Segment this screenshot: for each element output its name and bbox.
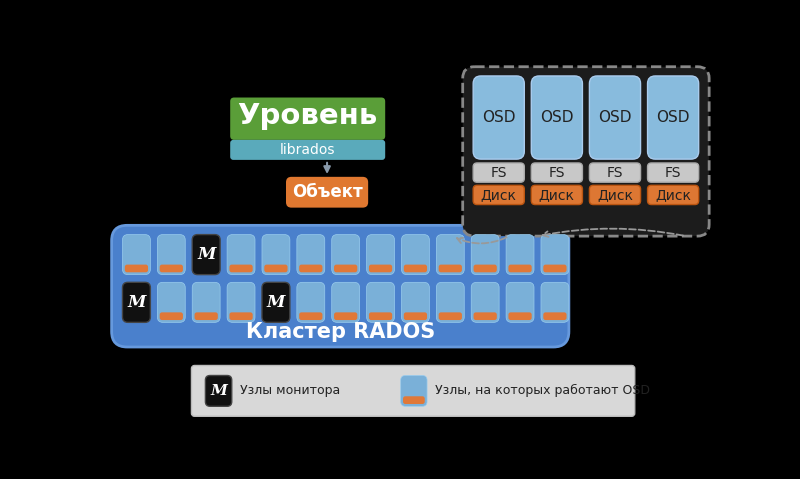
FancyBboxPatch shape bbox=[474, 264, 497, 272]
FancyBboxPatch shape bbox=[206, 376, 232, 406]
FancyBboxPatch shape bbox=[194, 312, 218, 320]
FancyBboxPatch shape bbox=[509, 264, 532, 272]
FancyBboxPatch shape bbox=[230, 98, 386, 140]
Text: Объект: Объект bbox=[292, 183, 362, 201]
FancyBboxPatch shape bbox=[590, 163, 641, 182]
FancyBboxPatch shape bbox=[230, 312, 253, 320]
Text: Узлы монитора: Узлы монитора bbox=[239, 384, 340, 398]
Text: OSD: OSD bbox=[598, 110, 632, 125]
FancyBboxPatch shape bbox=[404, 312, 427, 320]
FancyBboxPatch shape bbox=[264, 264, 287, 272]
Text: OSD: OSD bbox=[540, 110, 574, 125]
FancyBboxPatch shape bbox=[369, 312, 392, 320]
FancyBboxPatch shape bbox=[590, 185, 641, 205]
Text: Уровень: Уровень bbox=[238, 103, 378, 130]
FancyBboxPatch shape bbox=[402, 235, 430, 274]
Text: Узлы, на которых работают OSD: Узлы, на которых работают OSD bbox=[435, 384, 650, 398]
FancyBboxPatch shape bbox=[473, 163, 524, 182]
FancyBboxPatch shape bbox=[334, 264, 358, 272]
FancyBboxPatch shape bbox=[366, 282, 394, 322]
FancyBboxPatch shape bbox=[462, 67, 709, 236]
FancyBboxPatch shape bbox=[286, 177, 368, 207]
FancyBboxPatch shape bbox=[531, 163, 582, 182]
Text: Диск: Диск bbox=[539, 188, 575, 202]
FancyBboxPatch shape bbox=[506, 235, 534, 274]
Text: Диск: Диск bbox=[655, 188, 691, 202]
FancyBboxPatch shape bbox=[122, 282, 150, 322]
FancyBboxPatch shape bbox=[332, 235, 360, 274]
Text: M: M bbox=[266, 294, 285, 311]
Text: FS: FS bbox=[665, 166, 682, 180]
FancyBboxPatch shape bbox=[401, 376, 427, 406]
FancyBboxPatch shape bbox=[158, 282, 186, 322]
FancyBboxPatch shape bbox=[531, 185, 582, 205]
Text: FS: FS bbox=[549, 166, 565, 180]
FancyBboxPatch shape bbox=[474, 312, 497, 320]
FancyBboxPatch shape bbox=[160, 312, 183, 320]
FancyBboxPatch shape bbox=[543, 264, 566, 272]
FancyBboxPatch shape bbox=[543, 312, 566, 320]
FancyBboxPatch shape bbox=[506, 282, 534, 322]
FancyBboxPatch shape bbox=[402, 282, 430, 322]
FancyBboxPatch shape bbox=[647, 163, 698, 182]
FancyBboxPatch shape bbox=[160, 264, 183, 272]
FancyBboxPatch shape bbox=[192, 235, 220, 274]
FancyBboxPatch shape bbox=[125, 264, 148, 272]
FancyBboxPatch shape bbox=[227, 235, 255, 274]
FancyBboxPatch shape bbox=[262, 235, 290, 274]
FancyBboxPatch shape bbox=[191, 365, 634, 416]
FancyBboxPatch shape bbox=[192, 282, 220, 322]
FancyBboxPatch shape bbox=[297, 282, 325, 322]
FancyBboxPatch shape bbox=[369, 264, 392, 272]
Text: Диск: Диск bbox=[481, 188, 517, 202]
FancyBboxPatch shape bbox=[334, 312, 358, 320]
FancyBboxPatch shape bbox=[436, 235, 464, 274]
FancyBboxPatch shape bbox=[647, 76, 698, 159]
FancyBboxPatch shape bbox=[366, 235, 394, 274]
Text: librados: librados bbox=[280, 143, 335, 157]
FancyBboxPatch shape bbox=[112, 225, 569, 347]
Text: M: M bbox=[197, 246, 215, 263]
Text: M: M bbox=[210, 384, 227, 398]
Text: M: M bbox=[127, 294, 146, 311]
FancyBboxPatch shape bbox=[404, 264, 427, 272]
Text: Диск: Диск bbox=[597, 188, 633, 202]
Text: OSD: OSD bbox=[656, 110, 690, 125]
FancyBboxPatch shape bbox=[227, 282, 255, 322]
FancyBboxPatch shape bbox=[471, 235, 499, 274]
FancyBboxPatch shape bbox=[230, 140, 386, 160]
FancyBboxPatch shape bbox=[471, 282, 499, 322]
FancyBboxPatch shape bbox=[531, 76, 582, 159]
FancyBboxPatch shape bbox=[473, 185, 524, 205]
FancyBboxPatch shape bbox=[647, 185, 698, 205]
FancyBboxPatch shape bbox=[158, 235, 186, 274]
Text: FS: FS bbox=[606, 166, 623, 180]
Text: FS: FS bbox=[490, 166, 507, 180]
FancyBboxPatch shape bbox=[299, 312, 322, 320]
FancyBboxPatch shape bbox=[332, 282, 360, 322]
FancyBboxPatch shape bbox=[590, 76, 641, 159]
FancyBboxPatch shape bbox=[230, 264, 253, 272]
FancyBboxPatch shape bbox=[297, 235, 325, 274]
FancyBboxPatch shape bbox=[436, 282, 464, 322]
FancyBboxPatch shape bbox=[403, 396, 425, 404]
FancyBboxPatch shape bbox=[473, 76, 524, 159]
FancyBboxPatch shape bbox=[438, 264, 462, 272]
Text: Кластер RADOS: Кластер RADOS bbox=[246, 321, 435, 342]
FancyBboxPatch shape bbox=[122, 235, 150, 274]
FancyBboxPatch shape bbox=[509, 312, 532, 320]
FancyBboxPatch shape bbox=[541, 282, 569, 322]
FancyBboxPatch shape bbox=[299, 264, 322, 272]
FancyBboxPatch shape bbox=[541, 235, 569, 274]
FancyBboxPatch shape bbox=[262, 282, 290, 322]
Text: OSD: OSD bbox=[482, 110, 515, 125]
FancyBboxPatch shape bbox=[438, 312, 462, 320]
